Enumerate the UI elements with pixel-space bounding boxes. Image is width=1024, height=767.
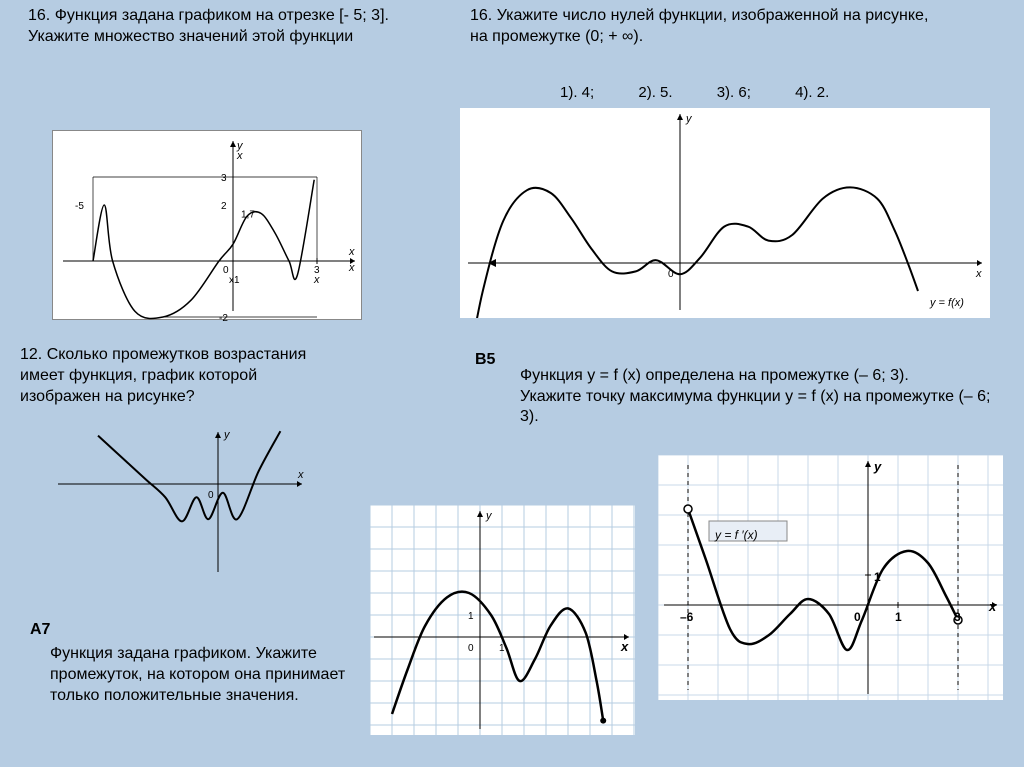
svg-text:x: x: [988, 599, 997, 614]
q2-ans1: 1). 4;: [560, 84, 594, 101]
svg-text:1,7: 1,7: [241, 209, 255, 220]
svg-text:2: 2: [221, 201, 227, 212]
svg-text:1: 1: [895, 610, 902, 624]
q1-graph: yx3-521,70x13xxx-2: [52, 130, 362, 320]
a7-text: Функция задана графиком. Укажите промежу…: [50, 645, 345, 704]
svg-text:x: x: [236, 150, 243, 162]
b5-text: Функция y = f (x) определена на промежут…: [520, 367, 990, 426]
q2-graph: y x 0 y = f(x): [460, 108, 990, 318]
svg-text:3: 3: [221, 173, 227, 184]
svg-text:x: x: [297, 469, 304, 481]
b5-tag: B5: [475, 351, 495, 368]
q1-title: 16. Функция задана графиком на отрезке […: [28, 7, 389, 45]
svg-text:–6: –6: [680, 610, 694, 624]
svg-text:1: 1: [874, 570, 881, 584]
q2-ans2: 2). 5.: [638, 84, 672, 101]
svg-text:y = f ′(x): y = f ′(x): [714, 528, 758, 542]
svg-text:y: y: [485, 510, 493, 522]
svg-text:x: x: [348, 246, 355, 258]
q2-title: 16. Укажите число нулей функции, изображ…: [470, 7, 928, 45]
svg-text:0: 0: [854, 610, 861, 624]
svg-text:3: 3: [954, 610, 961, 624]
svg-text:x: x: [348, 262, 355, 274]
svg-text:y = f(x): y = f(x): [929, 297, 964, 309]
svg-text:-2: -2: [219, 313, 228, 321]
q3-graph: y x 0: [50, 428, 310, 578]
svg-text:x: x: [620, 639, 629, 654]
svg-text:x: x: [975, 268, 982, 280]
a7-graph: y x 0 1 1: [370, 505, 635, 735]
svg-text:0: 0: [668, 269, 674, 280]
svg-text:0: 0: [468, 643, 474, 654]
svg-text:1: 1: [499, 643, 505, 654]
b5-graph: y = f ′(x) y x 0 1 1 –6 3: [658, 455, 1003, 700]
svg-text:x1: x1: [229, 275, 240, 286]
svg-text:x: x: [313, 274, 320, 286]
svg-text:1: 1: [468, 611, 474, 622]
a7-tag: A7: [30, 621, 50, 638]
q3-title: 12. Сколько промежутков возрастания имее…: [20, 346, 306, 405]
svg-text:y: y: [223, 429, 231, 441]
svg-text:-5: -5: [75, 201, 84, 212]
q2-ans4: 4). 2.: [795, 84, 829, 101]
svg-text:y: y: [873, 459, 882, 474]
svg-text:0: 0: [208, 490, 214, 501]
svg-text:y: y: [685, 113, 693, 125]
q2-ans3: 3). 6;: [717, 84, 751, 101]
